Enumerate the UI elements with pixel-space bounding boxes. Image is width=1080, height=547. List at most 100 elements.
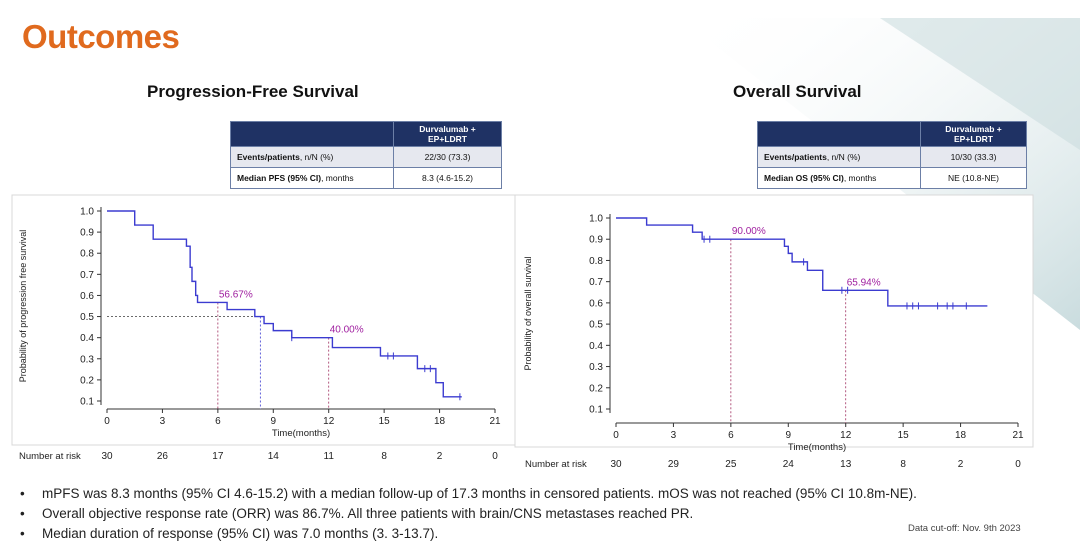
y-tick-label: 0.5 [80, 312, 94, 323]
y-tick-label: 0.2 [589, 383, 603, 394]
risk-table-label: Number at risk [525, 459, 587, 470]
survival-curve [616, 217, 988, 307]
bullet-item: • Median duration of response (95% CI) wa… [20, 524, 917, 544]
y-axis-title: Probability of overall survival [523, 256, 533, 370]
risk-count: 0 [492, 451, 498, 462]
y-tick-label: 0.1 [80, 397, 94, 408]
risk-count: 30 [610, 459, 622, 470]
pfs-km-chart: 1.0 0.9 0.8 0.7 0.6 0.5 0.4 0.3 0.2 0.1 0 3 6 9 12 15 18… [11, 194, 526, 462]
risk-count: 0 [1015, 459, 1021, 470]
x-tick-label: 12 [840, 430, 852, 441]
risk-count: 8 [381, 451, 387, 462]
page-title: Outcomes [22, 18, 180, 55]
x-tick-label: 3 [160, 416, 166, 427]
y-tick-label: 1.0 [80, 207, 94, 218]
table-header-blank [757, 121, 921, 147]
table-header-label: Durvalumab + EP+LDRT [393, 121, 502, 147]
y-tick-label: 0.8 [589, 256, 603, 267]
landmark-label: 40.00% [330, 325, 364, 336]
table-row-label: Events/patients, n/N (%) [757, 146, 921, 168]
bullet-list: • mPFS was 8.3 months (95% CI 4.6-15.2) w… [20, 484, 917, 544]
table-header-row: Durvalumab + EP+LDRT [757, 121, 1027, 147]
landmark-label: 90.00% [732, 226, 766, 237]
bullet-marker: • [20, 526, 25, 541]
bullet-marker: • [20, 486, 25, 501]
y-tick-label: 0.9 [589, 235, 603, 246]
row-label-rest: , months [843, 173, 877, 183]
y-tick-label: 0.3 [80, 354, 94, 365]
table-row-label: Median OS (95% CI), months [757, 167, 921, 189]
y-tick-label: 0.3 [589, 362, 603, 373]
os-stats-table: Durvalumab + EP+LDRT Events/patients, n/… [757, 121, 1027, 189]
risk-count: 14 [268, 451, 280, 462]
bullet-text: Overall objective response rate (ORR) wa… [42, 506, 694, 521]
row-label-bold: Events/patients [764, 152, 827, 162]
table-row: Median PFS (95% CI), months 8.3 (4.6-15.… [230, 167, 502, 189]
x-tick-label: 0 [613, 430, 619, 441]
table-row-label: Median PFS (95% CI), months [230, 167, 394, 189]
x-tick-label: 6 [728, 430, 734, 441]
risk-count: 2 [437, 451, 443, 462]
table-cell-value: 8.3 (4.6-15.2) [393, 167, 502, 189]
x-tick-label: 15 [379, 416, 391, 427]
table-cell-value: 22/30 (73.3) [393, 146, 502, 168]
x-tick-label: 9 [786, 430, 792, 441]
risk-count: 25 [725, 459, 737, 470]
table-header-row: Durvalumab + EP+LDRT [230, 121, 502, 147]
y-tick-label: 0.7 [80, 270, 94, 281]
risk-count: 24 [783, 459, 795, 470]
table-row-label: Events/patients, n/N (%) [230, 146, 394, 168]
row-label-rest: , n/N (%) [299, 152, 334, 162]
plot-frame [11, 194, 526, 446]
pfs-stats-table: Durvalumab + EP+LDRT Events/patients, n/… [230, 121, 502, 189]
y-tick-label: 0.6 [80, 291, 94, 302]
plot-frame [514, 194, 1034, 448]
bullet-item: • Overall objective response rate (ORR) w… [20, 504, 917, 524]
y-tick-label: 0.4 [80, 333, 94, 344]
row-label-bold: Median OS (95% CI) [764, 173, 844, 183]
y-tick-label: 0.1 [589, 405, 603, 416]
x-tick-label: 9 [271, 416, 277, 427]
risk-table-label: Number at risk [19, 451, 81, 462]
table-row: Events/patients, n/N (%) 22/30 (73.3) [230, 146, 502, 168]
risk-count: 29 [668, 459, 680, 470]
risk-count: 26 [157, 451, 169, 462]
os-km-chart: 1.0 0.9 0.8 0.7 0.6 0.5 0.4 0.3 0.2 0.1 0 3 6 9 12 15 18… [514, 194, 1034, 470]
survival-curve [107, 210, 462, 398]
risk-count: 8 [900, 459, 906, 470]
risk-count: 30 [101, 451, 113, 462]
x-tick-label: 12 [323, 416, 335, 427]
pfs-title: Progression-Free Survival [147, 82, 359, 101]
risk-count: 17 [212, 451, 224, 462]
row-label-rest: , months [321, 173, 354, 183]
bullet-marker: • [20, 506, 25, 521]
y-axis-title: Probability of progression free survival [18, 230, 28, 383]
x-axis-title: Time(months) [272, 428, 330, 439]
x-tick-label: 3 [671, 430, 677, 441]
landmark-label: 56.67% [219, 289, 253, 300]
y-tick-label: 0.7 [589, 277, 603, 288]
bullet-text: mPFS was 8.3 months (95% CI 4.6-15.2) wi… [42, 486, 917, 501]
row-label-bold: Events/patients [237, 152, 300, 162]
data-cutoff-note: Data cut-off: Nov. 9th 2023 [908, 523, 1021, 534]
risk-count: 2 [958, 459, 964, 470]
risk-count: 13 [840, 459, 852, 470]
os-title: Overall Survival [733, 82, 862, 101]
y-tick-label: 0.4 [589, 341, 603, 352]
table-row: Median OS (95% CI), months NE (10.8-NE) [757, 167, 1027, 189]
x-tick-label: 15 [898, 430, 910, 441]
x-tick-label: 0 [104, 416, 110, 427]
y-tick-label: 0.8 [80, 249, 94, 260]
landmark-label: 65.94% [847, 277, 881, 288]
risk-count: 11 [324, 451, 335, 462]
x-tick-label: 6 [215, 416, 221, 427]
y-tick-label: 1.0 [589, 214, 603, 225]
bullet-text: Median duration of response (95% CI) was… [42, 526, 439, 541]
bullet-item: • mPFS was 8.3 months (95% CI 4.6-15.2) w… [20, 484, 917, 504]
table-cell-value: NE (10.8-NE) [920, 167, 1027, 189]
y-tick-label: 0.5 [589, 320, 603, 331]
x-tick-label: 21 [1012, 430, 1024, 441]
y-tick-label: 0.9 [80, 228, 94, 239]
y-tick-label: 0.6 [589, 298, 603, 309]
x-axis-title: Time(months) [788, 442, 846, 453]
